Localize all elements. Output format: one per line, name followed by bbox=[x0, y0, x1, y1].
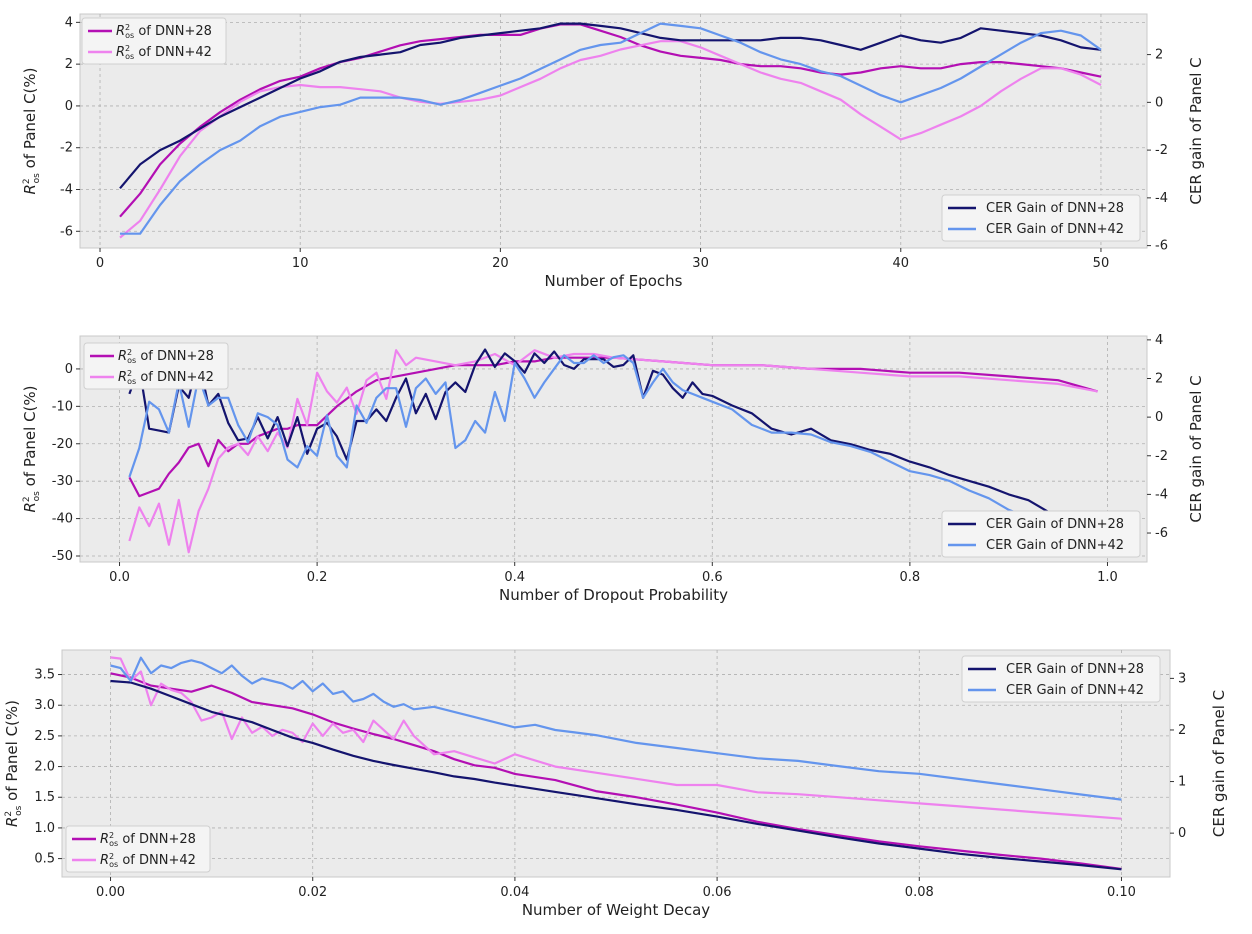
chart-panel-1: 0 10 20 30 40 50 -6 -4 -2 0 2 4 -6 -4 -2 0 2 Number of Ep… bbox=[21, 13, 1205, 290]
y-left-tick-label: 2.0 bbox=[34, 760, 55, 775]
legend-left: R2 os of DNN+28 R2 os of DNN+42 bbox=[83, 342, 229, 390]
y-left-axis-label: R2os of Panel C(%) bbox=[21, 67, 42, 194]
legend-right: CER Gain of DNN+28 CER Gain of DNN+42 bbox=[961, 655, 1161, 703]
x-axis-label: Number of Dropout Probability bbox=[499, 586, 728, 604]
y-right-tick-label: 4 bbox=[1155, 333, 1163, 348]
x-tick-label: 30 bbox=[692, 256, 709, 271]
x-tick-label: 0.00 bbox=[96, 885, 125, 900]
y-right-axis-label: CER gain of Panel C bbox=[1187, 57, 1205, 204]
x-tick-label: 40 bbox=[892, 256, 909, 271]
y-left-tick-label: -30 bbox=[52, 474, 73, 489]
y-left-tick-label: -10 bbox=[52, 399, 73, 414]
series-line-r2-28 bbox=[119, 23, 1102, 218]
series-line-cer-28 bbox=[110, 679, 1122, 871]
x-tick-label: 0.4 bbox=[504, 570, 525, 585]
y-right-tick-label: 2 bbox=[1178, 723, 1186, 738]
x-tick-label: 50 bbox=[1093, 256, 1110, 271]
x-tick-label: 0.2 bbox=[307, 570, 328, 585]
x-axis-label: Number of Epochs bbox=[545, 272, 683, 290]
y-right-tick-label: -6 bbox=[1155, 239, 1168, 254]
legend-label: CER Gain of DNN+42 bbox=[1006, 683, 1144, 698]
series-line-cer-42 bbox=[120, 22, 1102, 235]
y-left-tick-label: -20 bbox=[52, 437, 73, 452]
y-left-tick-label: 0.5 bbox=[34, 852, 55, 867]
x-tick-label: 10 bbox=[292, 256, 309, 271]
legend-label: R2 os of DNN+28 bbox=[116, 23, 212, 40]
y-left-tick-label: 3.5 bbox=[34, 668, 55, 683]
y-right-axis-label: CER gain of Panel C bbox=[1210, 690, 1228, 837]
y-right-axis-label: CER gain of Panel C bbox=[1187, 375, 1205, 522]
legend-label: CER Gain of DNN+28 bbox=[1006, 662, 1144, 677]
legend-right: CER Gain of DNN+28 CER Gain of DNN+42 bbox=[941, 194, 1141, 242]
y-left-tick-label: 1.0 bbox=[34, 821, 55, 836]
x-tick-label: 0.8 bbox=[900, 570, 921, 585]
legend-label: CER Gain of DNN+42 bbox=[986, 538, 1124, 553]
x-axis-label: Number of Weight Decay bbox=[522, 901, 710, 919]
y-right-tick-label: -6 bbox=[1155, 526, 1168, 541]
x-tick-label: 0.06 bbox=[703, 885, 732, 900]
y-left-axis-label: R2os of Panel C(%) bbox=[21, 385, 42, 512]
legend-box bbox=[83, 342, 229, 390]
y-left-tick-label: 2 bbox=[65, 57, 73, 72]
y-left-tick-label: -2 bbox=[60, 141, 73, 156]
y-right-tick-label: 0 bbox=[1178, 826, 1186, 841]
legend-left: R2 os of DNN+28 R2 os of DNN+42 bbox=[81, 17, 227, 65]
legend-box bbox=[81, 17, 227, 65]
y-right-tick-label: 2 bbox=[1155, 371, 1163, 386]
legend-label: R2 os of DNN+42 bbox=[118, 369, 214, 386]
chart-panel-2: 0.0 0.2 0.4 0.6 0.8 1.0 0 -10 -20 -30 -40 -50 4 2 0 -2 -… bbox=[21, 333, 1205, 604]
y-left-tick-label: 0 bbox=[65, 362, 73, 377]
legend-box bbox=[65, 825, 211, 873]
x-tick-label: 0.08 bbox=[905, 885, 934, 900]
y-left-axis-label: R2os of Panel C(%) bbox=[3, 700, 24, 827]
y-left-tick-label: 3.0 bbox=[34, 698, 55, 713]
y-left-tick-label: -6 bbox=[60, 224, 73, 239]
y-right-tick-label: 0 bbox=[1155, 410, 1163, 425]
chart-panel-3: 0.00 0.02 0.04 0.06 0.08 0.10 0.5 1.0 1.5 2.0 2.5 3… bbox=[3, 649, 1228, 919]
y-right-tick-label: 2 bbox=[1155, 48, 1163, 63]
y-left-tick-label: 2.5 bbox=[34, 729, 55, 744]
legend-label: R2 os of DNN+42 bbox=[116, 44, 212, 61]
x-tick-label: 20 bbox=[492, 256, 509, 271]
series-line-r2-42 bbox=[128, 349, 1098, 554]
y-right-tick-label: 1 bbox=[1178, 775, 1186, 790]
y-left-tick-label: 0 bbox=[65, 99, 73, 114]
legend-left: R2 os of DNN+28 R2 os of DNN+42 bbox=[65, 825, 211, 873]
y-right-tick-label: -2 bbox=[1155, 143, 1168, 158]
series-line-cer-28 bbox=[119, 22, 1102, 190]
legend-label: R2 os of DNN+42 bbox=[100, 852, 196, 869]
y-left-tick-label: -50 bbox=[52, 549, 73, 564]
legend-box bbox=[961, 655, 1161, 703]
x-tick-label: 0.10 bbox=[1107, 885, 1136, 900]
y-right-tick-label: -2 bbox=[1155, 449, 1168, 464]
legend-label: R2 os of DNN+28 bbox=[118, 348, 214, 365]
y-left-tick-label: -40 bbox=[52, 512, 73, 527]
y-right-tick-label: 0 bbox=[1155, 95, 1163, 110]
legend-label: CER Gain of DNN+42 bbox=[986, 222, 1124, 237]
series-line-cer-42 bbox=[110, 656, 1122, 801]
x-tick-label: 0.02 bbox=[298, 885, 327, 900]
x-tick-label: 0.0 bbox=[109, 570, 130, 585]
series-line-cer-42 bbox=[128, 354, 1098, 546]
series-line-r2-28 bbox=[110, 672, 1122, 871]
y-left-tick-label: -4 bbox=[60, 183, 73, 198]
legend-label: R2 os of DNN+28 bbox=[100, 831, 196, 848]
legend-label: CER Gain of DNN+28 bbox=[986, 517, 1124, 532]
x-tick-label: 1.0 bbox=[1097, 570, 1118, 585]
y-left-tick-label: 1.5 bbox=[34, 790, 55, 805]
x-tick-label: 0.6 bbox=[702, 570, 723, 585]
y-right-tick-label: -4 bbox=[1155, 191, 1168, 206]
x-tick-label: 0.04 bbox=[500, 885, 529, 900]
y-left-tick-label: 4 bbox=[65, 15, 73, 30]
series-line-r2-42 bbox=[110, 656, 1122, 820]
legend-box bbox=[941, 510, 1141, 558]
y-right-tick-label: 3 bbox=[1178, 671, 1186, 686]
x-tick-label: 0 bbox=[96, 256, 104, 271]
legend-label: CER Gain of DNN+28 bbox=[986, 201, 1124, 216]
legend-right: CER Gain of DNN+28 CER Gain of DNN+42 bbox=[941, 510, 1141, 558]
y-right-tick-label: -4 bbox=[1155, 487, 1168, 502]
legend-box bbox=[941, 194, 1141, 242]
